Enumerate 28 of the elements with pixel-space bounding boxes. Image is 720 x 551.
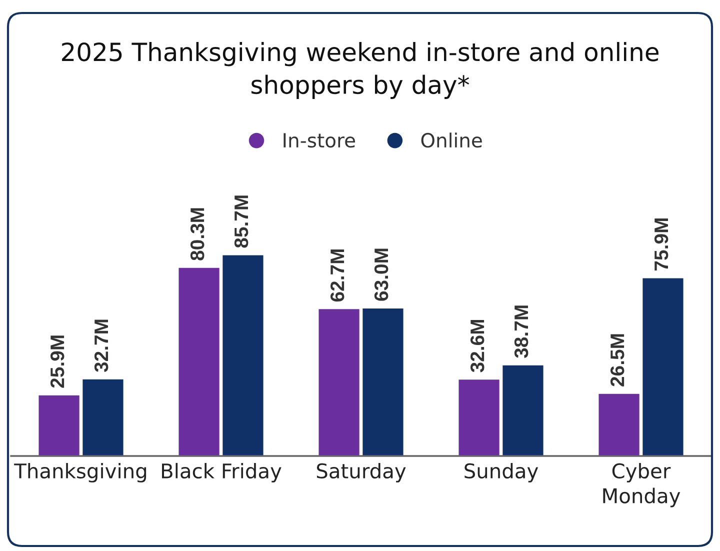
bar: [362, 308, 404, 456]
x-tick-label: Cyber Monday: [603, 462, 680, 508]
legend-label: Online: [421, 132, 482, 148]
data-label: 80.3M: [190, 208, 204, 260]
data-label: 32.6M: [470, 320, 484, 372]
bar: [82, 379, 124, 456]
bar: [318, 309, 360, 456]
bar: [598, 394, 640, 456]
data-label: 26.5M: [610, 334, 624, 386]
x-tick-label: Black Friday: [162, 462, 282, 482]
x-tick-label: Thanksgiving: [14, 462, 146, 482]
data-label: 75.9M: [654, 218, 668, 270]
chart-title: 2025 Thanksgiving weekend in-store and online shoppers by day*: [62, 42, 658, 99]
bar: [458, 380, 500, 456]
bar: [642, 278, 684, 456]
data-label: 25.9M: [50, 336, 64, 388]
x-tick-label: Saturday: [316, 462, 406, 482]
data-label: 63.0M: [374, 248, 388, 301]
bar: [178, 268, 220, 456]
data-label: 85.7M: [234, 196, 248, 248]
x-tick-label: Sunday: [464, 462, 538, 482]
data-label: 32.7M: [94, 320, 108, 372]
bar: [222, 255, 264, 456]
bar: [502, 365, 544, 456]
data-label: 62.7M: [330, 249, 344, 302]
data-label: 38.7M: [514, 306, 528, 358]
legend-label: In-store: [284, 133, 356, 148]
bar: [38, 395, 80, 456]
